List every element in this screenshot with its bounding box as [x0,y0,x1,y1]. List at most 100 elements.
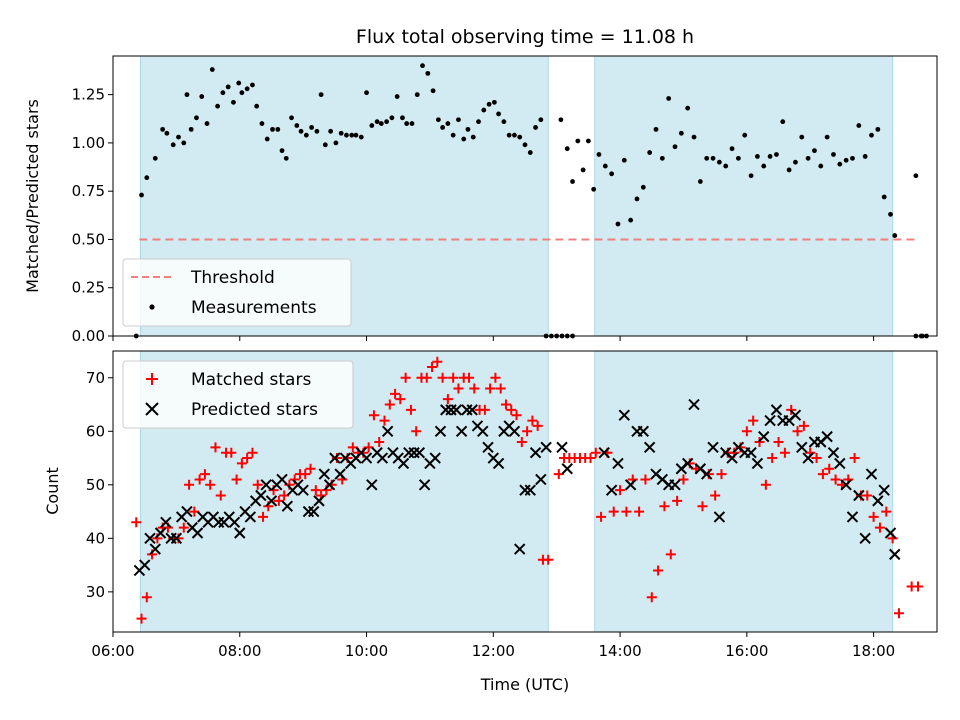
matched-star-point [300,469,311,480]
predicted-star-point [764,414,776,427]
predicted-star-point [751,457,764,470]
matched-star-point [881,506,892,517]
predicted-star-point [618,409,631,421]
predicted-star-point [524,484,536,496]
matched-star-point [527,415,538,426]
measurement-point [812,148,817,154]
measurement-point [420,63,425,69]
matched-star-point [543,554,554,565]
measurement-point [506,132,512,138]
observing-window-band [594,350,894,633]
measurement-point [837,161,843,167]
measurement-point [364,90,369,96]
ratio-panel: 0.00 0.25 0.50 0.75 1.00 1.25 Matched/Predict… [23,55,938,345]
measurement-point [144,175,150,181]
legend-measurements-swatch [149,304,155,310]
predicted-star-point [154,527,167,539]
measurement-point [913,173,919,179]
predicted-star-point [329,452,341,464]
measurement-point [450,132,456,138]
predicted-star-point [482,441,494,454]
measurement-point [456,117,461,123]
matched-star-point [716,469,727,480]
measurement-point [691,134,697,140]
measurement-point [602,163,608,169]
matched-star-point [798,420,809,431]
y-tick-label: 0.00 [72,327,105,345]
measurement-point [824,134,830,140]
measurement-point [570,179,575,184]
measurement-point [445,121,451,126]
matched-star-point [273,495,284,506]
measurement-point [793,159,798,165]
predicted-star-point [834,457,846,470]
matched-star-point [279,490,290,501]
measurement-point [780,119,786,125]
predicted-star-point [397,457,410,470]
predicted-star-point [827,446,840,459]
predicted-star-point [669,479,681,491]
predicted-star-point [865,468,878,480]
matched-star-point [678,474,689,485]
matched-star-point [231,474,242,485]
predicted-star-point [244,511,257,523]
measurement-point [856,123,862,128]
predicted-star-point [450,404,463,416]
predicted-star-point [707,441,719,454]
matched-star-point [811,453,822,464]
measurement-point [279,148,285,154]
matched-star-point [464,372,475,383]
ratio-axes-frame [112,55,938,337]
matched-star-point [215,490,226,501]
x-tick-label: 08:00 [218,642,261,660]
measurement-point [517,134,523,140]
measurement-point [486,101,492,107]
predicted-star-point [846,511,859,523]
measurement-point [250,82,255,88]
measurement-point [349,132,355,138]
y-tick-label: 30 [86,583,105,601]
measurement-point [862,154,868,159]
predicted-star-point [492,457,505,470]
measurement-point [533,125,538,130]
x-tick-label: 12:00 [472,642,515,660]
measurement-point [881,194,887,200]
measurement-point [805,155,811,161]
matched-star-point [585,453,596,464]
measurement-point [160,126,166,132]
matched-star-point [405,404,416,415]
counts-x-ticks: 06:00 08:00 10:00 12:00 14:00 16:00 18:00 [91,632,895,660]
matched-star-point [479,404,490,415]
measurement-point [786,167,792,173]
measurement-point [225,84,231,90]
measurement-point [328,128,334,134]
x-tick-label: 10:00 [345,642,388,660]
y-tick-label: 0.75 [72,182,105,200]
predicted-star-point [308,505,320,518]
matched-star-point [824,463,835,474]
matched-star-point [849,453,860,464]
matched-star-point [437,372,448,383]
measurement-point [596,152,602,157]
measurement-point [404,121,410,126]
matched-star-point [893,608,904,619]
measurement-point [294,123,300,128]
predicted-star-point [535,473,547,486]
matched-star-point [830,474,841,485]
ratio-y-ticks: 0.00 0.25 0.50 0.75 1.00 1.25 [72,86,113,345]
measurement-point [184,92,190,98]
predicted-star-point [745,446,757,459]
predicted-star-point [144,532,156,545]
matched-star-point [131,517,142,528]
measurement-point [678,130,684,136]
observing-window-band [594,55,894,337]
legend-matched-label: Matched stars [191,370,311,390]
matched-star-point [347,442,358,453]
measurement-point [575,138,581,144]
matched-star-point [710,490,721,501]
matched-star-point [817,469,828,480]
ratio-markers [133,63,929,339]
predicted-star-point [360,452,373,464]
measurement-point [522,142,528,148]
matched-star-point [495,383,506,394]
